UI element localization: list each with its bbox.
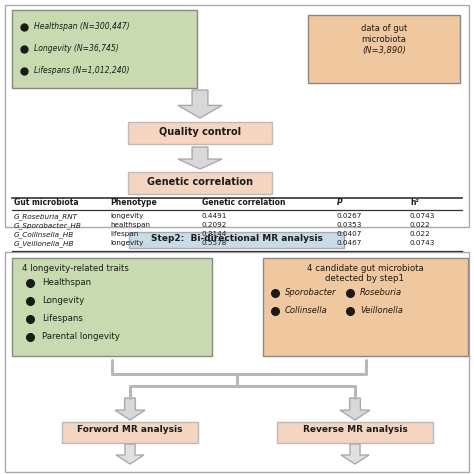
Polygon shape	[341, 444, 369, 464]
Text: data of gut: data of gut	[361, 24, 407, 33]
Text: (N=3,890): (N=3,890)	[362, 46, 406, 55]
Text: lifespan: lifespan	[110, 231, 138, 237]
Text: Collinsella: Collinsella	[285, 306, 328, 315]
Bar	[62, 422, 198, 443]
Text: h²: h²	[410, 198, 419, 207]
Bar	[128, 122, 272, 144]
Text: longevity: longevity	[110, 213, 143, 219]
Text: Parental longevity: Parental longevity	[42, 332, 120, 341]
Text: Lifespans (N=1,012,240): Lifespans (N=1,012,240)	[34, 66, 129, 75]
Text: G_Sporobacter_HB: G_Sporobacter_HB	[14, 222, 82, 229]
Text: 0.0267: 0.0267	[337, 213, 363, 219]
Text: 0.2092: 0.2092	[202, 222, 228, 228]
Text: Longevity: Longevity	[42, 296, 84, 305]
Bar	[308, 15, 460, 83]
Text: 0.022: 0.022	[410, 231, 431, 237]
Text: Genetic correlation: Genetic correlation	[147, 177, 253, 187]
Text: P: P	[337, 198, 343, 207]
Text: 0.0353: 0.0353	[337, 222, 363, 228]
Text: 0.5578: 0.5578	[202, 240, 228, 246]
Text: Healthspan (N=300,447): Healthspan (N=300,447)	[34, 22, 129, 31]
Text: 0.0467: 0.0467	[337, 240, 363, 246]
Text: longevity: longevity	[110, 240, 143, 246]
Text: 4 candidate gut microbiota: 4 candidate gut microbiota	[307, 264, 423, 273]
Bar	[5, 252, 469, 472]
Text: 0.0743: 0.0743	[410, 213, 436, 219]
Text: Sporobacter: Sporobacter	[285, 288, 337, 297]
Text: 0.0743: 0.0743	[410, 240, 436, 246]
Text: 4 longevity-related traits: 4 longevity-related traits	[22, 264, 129, 273]
Text: Forword MR analysis: Forword MR analysis	[77, 425, 183, 434]
Bar	[5, 5, 469, 227]
Text: Veillonella: Veillonella	[360, 306, 403, 315]
Text: Genetic correlation: Genetic correlation	[202, 198, 285, 207]
Text: Roseburia: Roseburia	[360, 288, 402, 297]
Text: G_Veillonella_HB: G_Veillonella_HB	[14, 240, 74, 247]
Polygon shape	[178, 147, 222, 169]
Text: Lifespans: Lifespans	[42, 314, 83, 323]
Bar	[263, 258, 468, 356]
Text: 0.3144: 0.3144	[202, 231, 228, 237]
Bar	[12, 10, 197, 88]
Text: Healthspan: Healthspan	[42, 278, 91, 287]
Text: Longevity (N=36,745): Longevity (N=36,745)	[34, 44, 119, 53]
Text: Gut microbiota: Gut microbiota	[14, 198, 79, 207]
Text: Phenotype: Phenotype	[110, 198, 157, 207]
Text: Step2:  Bi-directional MR analysis: Step2: Bi-directional MR analysis	[151, 234, 323, 243]
Text: 0.022: 0.022	[410, 222, 431, 228]
Text: Reverse MR analysis: Reverse MR analysis	[302, 425, 407, 434]
Text: healthspan: healthspan	[110, 222, 150, 228]
Text: 0.4491: 0.4491	[202, 213, 228, 219]
Text: detected by step1: detected by step1	[326, 274, 404, 283]
Bar	[128, 172, 272, 194]
Bar	[277, 422, 433, 443]
Text: microbiota: microbiota	[362, 35, 406, 44]
Text: 0.0407: 0.0407	[337, 231, 363, 237]
Text: Quality control: Quality control	[159, 127, 241, 137]
Text: G_Collinsella_HB: G_Collinsella_HB	[14, 231, 74, 238]
Polygon shape	[115, 398, 145, 420]
Bar	[12, 258, 212, 356]
Text: G_Roseburia_RNT: G_Roseburia_RNT	[14, 213, 78, 220]
Polygon shape	[340, 398, 370, 420]
Bar	[129, 232, 345, 248]
Polygon shape	[116, 444, 144, 464]
Polygon shape	[178, 90, 222, 118]
